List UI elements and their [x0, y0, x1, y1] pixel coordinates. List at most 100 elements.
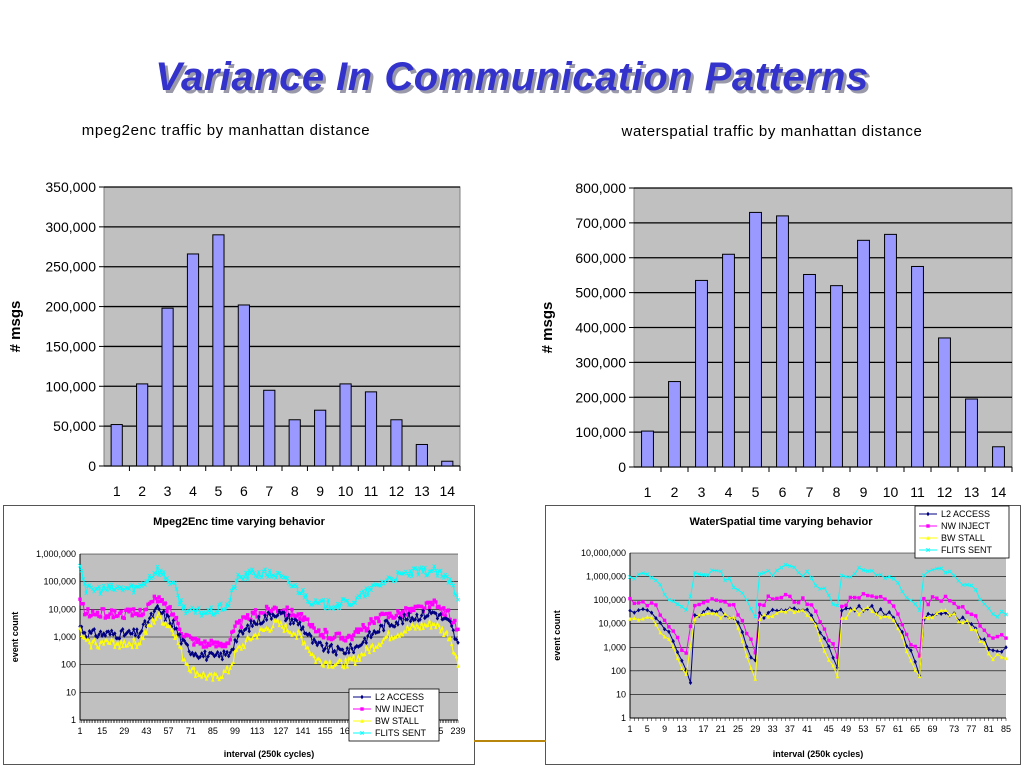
- point: [143, 629, 147, 633]
- point: [100, 639, 104, 644]
- decorative-divider: [474, 740, 546, 742]
- point: [1004, 656, 1008, 661]
- x-tick-label: 15: [97, 726, 107, 736]
- point: [127, 640, 131, 645]
- point: [939, 599, 943, 603]
- point: [766, 594, 770, 598]
- point: [297, 591, 302, 596]
- y-tick-label: 50,000: [53, 418, 96, 434]
- point: [182, 638, 187, 643]
- bar: [776, 215, 789, 468]
- point: [335, 601, 340, 606]
- y-axis-label: event count: [10, 612, 20, 663]
- point: [269, 610, 274, 615]
- x-tick-label: 65: [910, 724, 920, 734]
- point: [209, 638, 213, 643]
- point: [926, 569, 931, 574]
- point: [632, 616, 637, 620]
- point: [922, 614, 926, 619]
- point: [982, 628, 987, 632]
- point: [102, 641, 106, 646]
- point: [900, 622, 904, 627]
- point: [429, 625, 433, 630]
- point: [209, 671, 213, 676]
- legend-label: FLITS SENT: [375, 728, 427, 738]
- point: [367, 585, 372, 590]
- point: [356, 630, 361, 635]
- y-tick-label: 10: [616, 689, 626, 699]
- point: [293, 631, 297, 636]
- point: [666, 597, 671, 602]
- point: [171, 612, 176, 616]
- point: [891, 617, 896, 622]
- y-tick-label: 1,000: [53, 632, 76, 642]
- point: [960, 583, 965, 587]
- point: [252, 612, 256, 616]
- point: [679, 604, 684, 609]
- point: [443, 630, 448, 635]
- point: [257, 632, 261, 636]
- point: [157, 595, 161, 599]
- point: [271, 607, 275, 611]
- point: [926, 611, 930, 617]
- point: [632, 601, 637, 606]
- x-tick-label: 41: [802, 724, 812, 734]
- point: [636, 607, 641, 613]
- point: [157, 573, 162, 578]
- point: [456, 663, 460, 668]
- point: [89, 613, 93, 618]
- point: [965, 610, 969, 615]
- point: [662, 634, 667, 639]
- point: [189, 669, 193, 674]
- point: [361, 639, 365, 645]
- bar: [339, 383, 352, 467]
- point: [848, 608, 853, 613]
- y-axis-label: # msgs: [539, 302, 556, 354]
- bar: [415, 443, 428, 467]
- point: [312, 637, 316, 642]
- point: [1004, 612, 1008, 617]
- point: [228, 638, 232, 642]
- point: [298, 631, 302, 636]
- point: [282, 608, 286, 612]
- point: [204, 645, 209, 649]
- point: [831, 663, 835, 668]
- x-tick-label: 2: [671, 484, 679, 500]
- point: [133, 640, 138, 645]
- point: [143, 618, 147, 624]
- point: [92, 589, 97, 594]
- point: [312, 601, 317, 606]
- point: [385, 618, 389, 623]
- point: [127, 610, 131, 614]
- point: [86, 607, 90, 611]
- point: [174, 586, 179, 591]
- point: [410, 574, 415, 579]
- point: [762, 612, 766, 617]
- point: [844, 603, 848, 608]
- point: [94, 633, 98, 639]
- point: [926, 524, 930, 528]
- point: [714, 598, 719, 602]
- point: [827, 638, 831, 643]
- x-tick-label: 3: [698, 484, 706, 500]
- point: [359, 651, 364, 656]
- point: [423, 606, 427, 610]
- point: [130, 582, 135, 587]
- bar: [830, 285, 843, 468]
- point: [337, 606, 342, 611]
- point: [974, 614, 978, 618]
- point: [727, 603, 732, 607]
- point: [94, 641, 98, 646]
- point: [220, 644, 225, 649]
- point: [200, 641, 204, 645]
- point: [701, 601, 706, 605]
- point: [900, 629, 904, 635]
- point: [192, 643, 196, 647]
- x-tick-label: 11: [910, 484, 925, 500]
- point: [301, 587, 305, 592]
- point: [101, 583, 106, 588]
- point: [718, 569, 723, 574]
- point: [857, 612, 861, 617]
- legend-label: BW STALL: [375, 716, 419, 726]
- bar: [695, 279, 708, 468]
